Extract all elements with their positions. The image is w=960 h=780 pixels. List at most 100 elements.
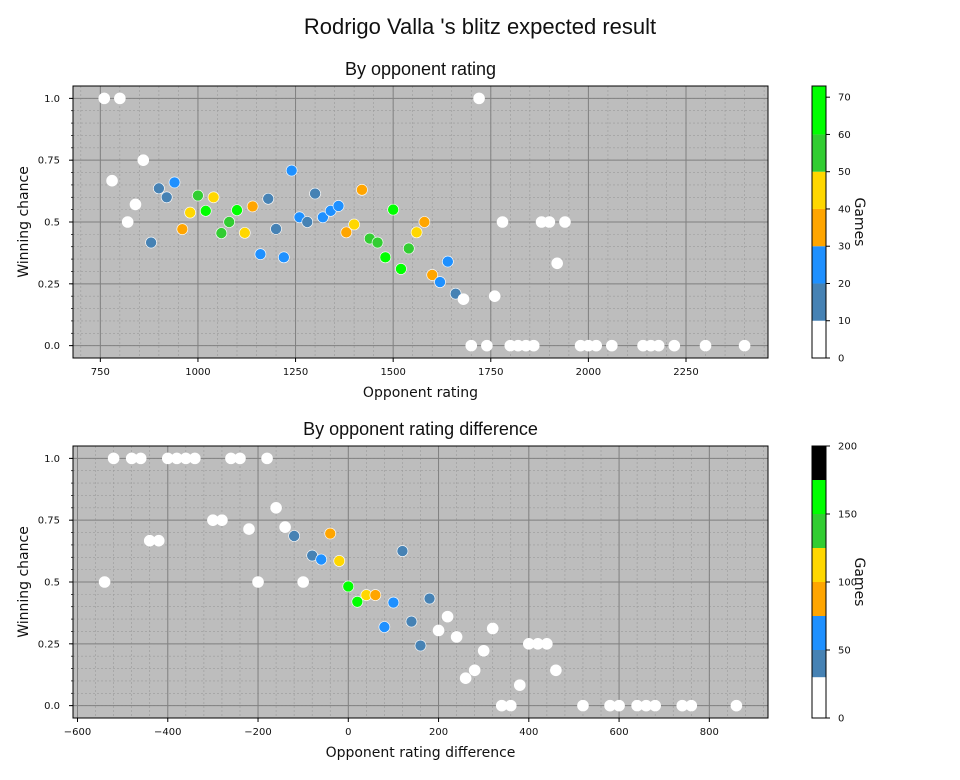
- x-tick-label: 800: [700, 727, 719, 738]
- plot-frame: [72, 445, 769, 719]
- data-point: [270, 502, 282, 514]
- data-point: [351, 595, 364, 608]
- x-tick-label: 2000: [576, 367, 601, 378]
- colorbar-segment: [812, 616, 826, 650]
- data-point: [98, 92, 111, 105]
- data-point: [496, 216, 509, 228]
- colorbar-segment: [812, 446, 826, 480]
- data-point: [685, 699, 698, 712]
- y-tick-label: 0.0: [44, 341, 60, 352]
- data-point: [649, 699, 661, 712]
- y-tick-label: 0.75: [38, 156, 60, 167]
- data-point: [387, 203, 399, 216]
- data-point: [379, 251, 392, 264]
- data-point: [442, 255, 454, 268]
- x-tick-label: 2250: [673, 367, 698, 378]
- data-point: [387, 596, 400, 609]
- data-point: [348, 218, 360, 231]
- data-point: [98, 576, 111, 588]
- colorbar-segment: [812, 650, 826, 678]
- data-point: [423, 592, 436, 605]
- y-tick-label: 0.0: [44, 701, 60, 712]
- data-point: [426, 269, 439, 281]
- data-point: [152, 534, 165, 547]
- data-point: [160, 191, 173, 204]
- data-point: [324, 527, 337, 540]
- data-point: [465, 339, 478, 352]
- data-point: [315, 553, 328, 566]
- data-point: [246, 200, 259, 213]
- data-point: [223, 216, 235, 228]
- x-axis-label: Opponent rating difference: [326, 745, 516, 761]
- data-point: [441, 610, 454, 623]
- x-tick-label: 1500: [380, 367, 405, 378]
- data-point: [238, 227, 251, 239]
- data-point: [252, 576, 264, 588]
- data-point: [333, 555, 346, 567]
- data-point: [369, 589, 382, 601]
- colorbar-tick-label: 100: [838, 578, 857, 589]
- data-point: [288, 530, 300, 542]
- colorbar-segment: [812, 86, 826, 135]
- colorbar-tick-label: 0: [838, 354, 844, 365]
- data-point: [414, 639, 427, 652]
- y-tick-label: 0.5: [44, 218, 60, 229]
- data-point: [527, 339, 540, 352]
- x-tick-label: 600: [610, 727, 629, 738]
- data-point: [270, 223, 282, 235]
- colorbar-label: Games: [851, 558, 867, 607]
- colorbar-tick-label: 200: [838, 442, 857, 453]
- colorbar: 0 10 20 30 40 50 60 70 Games: [811, 85, 867, 365]
- x-axis-label: Opponent rating: [363, 385, 478, 401]
- data-point: [134, 452, 147, 465]
- x-tick-label: −600: [64, 727, 91, 738]
- data-point: [231, 204, 243, 216]
- colorbar-frame: [811, 85, 827, 359]
- data-point: [184, 206, 196, 219]
- y-tick-label: 0.75: [38, 516, 60, 527]
- data-point: [550, 664, 562, 677]
- data-point: [216, 514, 228, 526]
- data-point: [450, 631, 463, 643]
- data-point: [477, 644, 490, 657]
- data-point: [243, 523, 255, 535]
- colorbar-label: Games: [851, 198, 867, 247]
- data-point: [285, 164, 298, 177]
- x-tick-label: −400: [154, 727, 181, 738]
- data-point: [378, 621, 391, 633]
- colorbar-segment: [812, 514, 826, 548]
- data-point: [402, 242, 415, 255]
- colorbar-tick-label: 70: [838, 93, 851, 104]
- colorbar-segment: [812, 480, 826, 514]
- data-point: [504, 699, 517, 712]
- data-point: [543, 216, 556, 228]
- data-point: [168, 176, 181, 189]
- data-point: [234, 452, 246, 465]
- data-point: [153, 182, 165, 195]
- data-point: [459, 672, 472, 684]
- colorbar-tick-label: 60: [838, 130, 851, 141]
- data-point: [129, 198, 142, 211]
- y-axis: 0.0 0.25 0.5 0.75 1.0: [38, 94, 768, 352]
- data-point: [410, 226, 423, 239]
- x-tick-label: 0: [345, 727, 351, 738]
- y-axis-label: Winning chance: [16, 526, 32, 638]
- colorbar-tick-label: 40: [838, 204, 851, 215]
- scatter-series: [98, 452, 743, 712]
- data-point: [278, 251, 290, 264]
- data-point: [145, 236, 157, 249]
- data-point: [457, 293, 470, 305]
- data-point: [297, 576, 309, 588]
- colorbar-segment: [812, 548, 826, 582]
- colorbar-tick-label: 20: [838, 279, 851, 290]
- data-point: [332, 200, 345, 212]
- data-point: [340, 226, 353, 239]
- data-point: [192, 189, 204, 202]
- data-point: [199, 205, 212, 217]
- x-tick-label: 400: [519, 727, 538, 738]
- data-point: [405, 615, 418, 628]
- plot-frame: [72, 85, 769, 359]
- x-tick-label: 1000: [185, 367, 210, 378]
